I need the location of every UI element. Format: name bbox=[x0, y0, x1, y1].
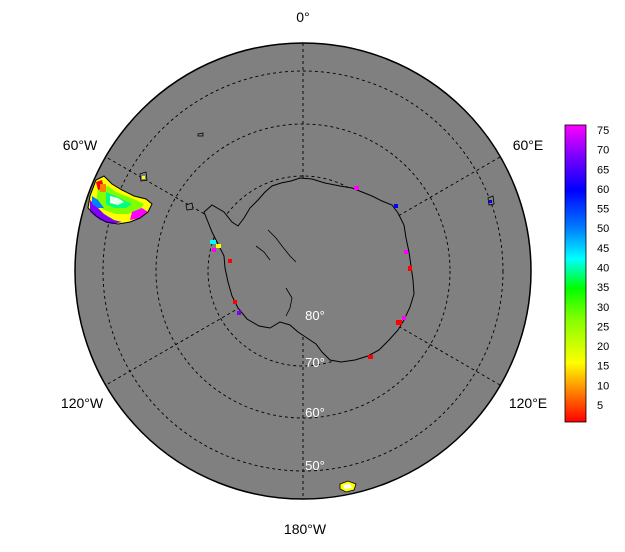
lon-label-120e: 120°E bbox=[509, 395, 547, 411]
colorbar-tick-50: 50 bbox=[597, 223, 609, 235]
antarctica-coastline bbox=[203, 177, 415, 363]
colorbar: 75 70 65 60 55 50 45 40 35 30 25 20 15 10 5 bbox=[564, 124, 609, 423]
colorbar-tick-40: 40 bbox=[597, 263, 609, 275]
lon-label-120w: 120°W bbox=[61, 395, 104, 411]
colorbar-tick-5: 5 bbox=[597, 400, 603, 412]
meridian-60e-120w bbox=[105, 156, 501, 386]
lon-label-0: 0° bbox=[296, 9, 309, 25]
colorbar-tick-45: 45 bbox=[597, 243, 609, 255]
ice-shelf-lines bbox=[255, 229, 297, 317]
lon-label-60e: 60°E bbox=[513, 137, 544, 153]
colorbar-tick-75: 75 bbox=[597, 125, 609, 137]
colorbar-tick-35: 35 bbox=[597, 282, 609, 294]
colorbar-tick-70: 70 bbox=[597, 145, 609, 157]
colorbar-tick-25: 25 bbox=[597, 321, 609, 333]
colorbar-tick-15: 15 bbox=[597, 361, 609, 373]
longitude-labels: 0° 60°E 120°E 180°W 120°W 60°W bbox=[61, 9, 547, 537]
colorbar-tick-60: 60 bbox=[597, 184, 609, 196]
lat-label-80: 80° bbox=[305, 308, 325, 323]
colorbar-gradient bbox=[564, 124, 587, 423]
lat-label-60: 60° bbox=[305, 405, 325, 420]
lat-label-70: 70° bbox=[305, 355, 325, 370]
colorbar-tick-20: 20 bbox=[597, 341, 609, 353]
bottom-island-data bbox=[339, 480, 357, 493]
colorbar-tick-65: 65 bbox=[597, 164, 609, 176]
south-america-data bbox=[87, 175, 153, 225]
colorbar-tick-10: 10 bbox=[597, 380, 609, 392]
lon-label-180w: 180°W bbox=[284, 521, 327, 537]
latitude-labels: 80° 70° 60° 50° bbox=[305, 308, 325, 473]
colorbar-tick-30: 30 bbox=[597, 302, 609, 314]
lat-label-50: 50° bbox=[305, 458, 325, 473]
lon-label-60w: 60°W bbox=[63, 137, 98, 153]
meridian-120e-60w bbox=[105, 156, 501, 386]
island-outlines bbox=[139, 132, 495, 211]
coastal-data-points bbox=[142, 176, 492, 359]
colorbar-tick-labels: 75 70 65 60 55 50 45 40 35 30 25 20 15 10 5 bbox=[597, 125, 609, 412]
colorbar-tick-55: 55 bbox=[597, 204, 609, 216]
